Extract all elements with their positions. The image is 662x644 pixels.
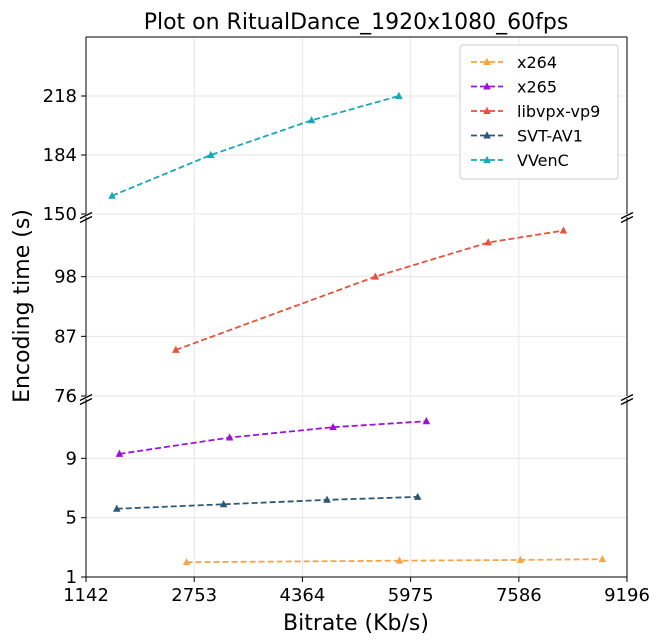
legend-marker (483, 106, 491, 114)
data-point (115, 449, 124, 457)
data-point (172, 345, 180, 353)
data-point (112, 504, 121, 512)
series-line-x265 (119, 420, 427, 455)
legend-marker (483, 155, 491, 163)
data-point (207, 150, 215, 158)
legend-label: x265 (517, 78, 557, 97)
data-point (559, 226, 568, 234)
y-tick-label: 9 (66, 448, 77, 469)
legend-box (459, 44, 619, 180)
series-line-libvpx-vp9 (175, 229, 564, 351)
legend-marker (483, 82, 491, 90)
x-tick-label: 7586 (496, 585, 542, 606)
ticks-layer: 150 184 218 76 87 98 1 5 9 1142 2753 4364 5975 7586 91… (43, 86, 650, 606)
data-point (516, 555, 525, 563)
legend-label: VVenC (517, 151, 569, 170)
y-tick-label: 1 (66, 567, 77, 588)
data-point (307, 116, 316, 124)
series-line-VVenC (111, 95, 400, 197)
y-tick-label: 76 (54, 386, 77, 407)
data-point (484, 238, 493, 246)
legend: x264 x265 libvpx-vp9 SVT-AV1 VVenC (459, 44, 619, 180)
legend-marker (483, 131, 491, 139)
x-tick-label: 9196 (604, 585, 650, 606)
axis-break-mark (620, 215, 634, 224)
axis-break-mark (79, 393, 93, 402)
legend-label: x264 (517, 53, 557, 72)
chart-title: Plot on RitualDance_1920x1080_60fps (144, 10, 569, 35)
data-point (395, 556, 404, 564)
legend-label: SVT-AV1 (517, 127, 583, 146)
x-tick-label: 2753 (171, 585, 217, 606)
y-tick-label: 218 (43, 86, 77, 107)
y-tick-label: 184 (43, 145, 77, 166)
data-point (395, 91, 403, 99)
data-point (413, 492, 422, 500)
data-point (225, 433, 234, 441)
y-tick-label: 98 (54, 267, 77, 288)
axis-break-mark (620, 397, 634, 406)
legend-marker (483, 57, 491, 65)
axes-frame (79, 36, 634, 578)
axis-break-mark (79, 397, 93, 406)
legend-label: libvpx-vp9 (517, 102, 600, 121)
data-point (182, 557, 191, 566)
axis-break-mark (620, 393, 634, 402)
y-axis-title: Encoding time (s) (10, 209, 35, 403)
data-point (329, 422, 337, 431)
x-tick-label: 1142 (63, 585, 109, 606)
data-point (108, 191, 116, 199)
data-point (219, 500, 228, 508)
axis-break-mark (620, 211, 634, 220)
data-point (422, 417, 431, 425)
axis-break-mark (79, 211, 93, 220)
data-point (323, 495, 331, 503)
series-line-SVT-AV1 (116, 496, 418, 510)
series-layer (108, 91, 607, 566)
data-point (371, 272, 380, 280)
axis-break-mark (79, 215, 93, 224)
y-tick-label: 87 (54, 326, 77, 347)
series-line-x264 (186, 558, 603, 564)
y-tick-label: 150 (43, 204, 77, 225)
y-tick-label: 5 (66, 508, 77, 529)
x-tick-label: 5975 (388, 585, 434, 606)
x-axis-title: Bitrate (Kb/s) (283, 611, 429, 636)
x-tick-label: 4364 (280, 585, 326, 606)
data-point (598, 555, 607, 563)
